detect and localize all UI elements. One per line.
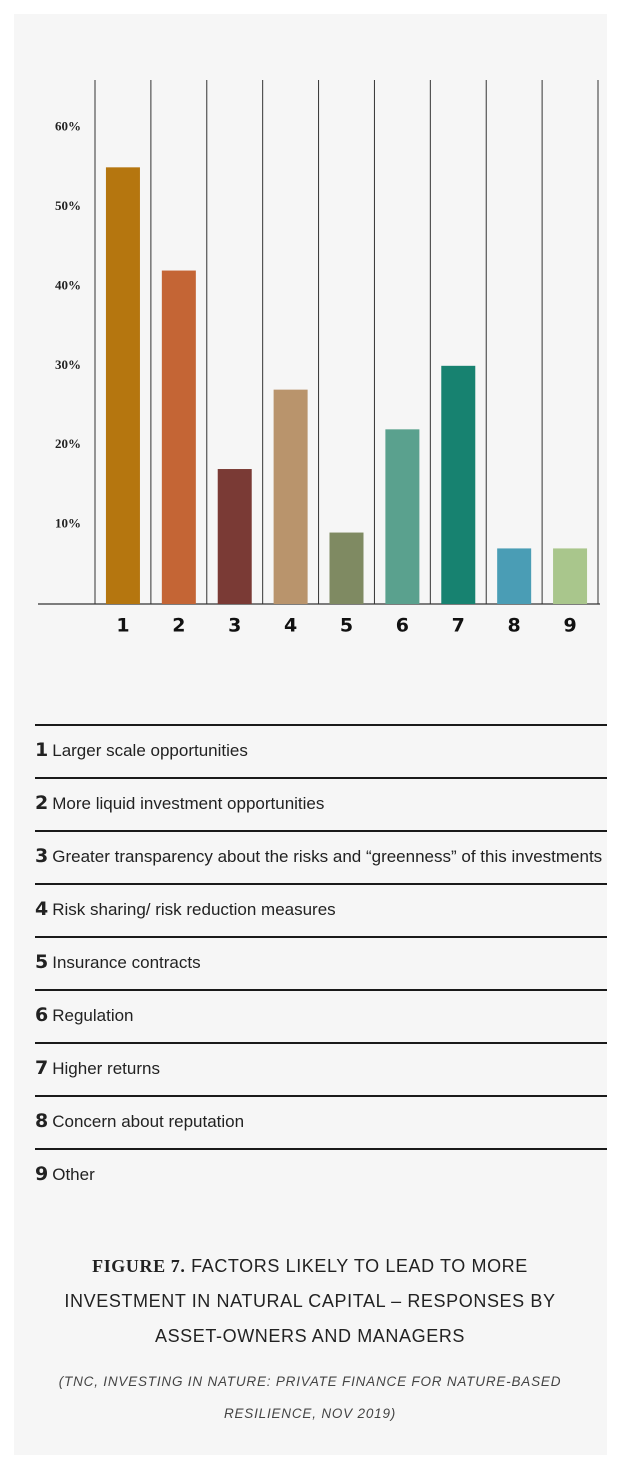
bar bbox=[385, 429, 420, 604]
figure-label: FIGURE 7. bbox=[92, 1256, 186, 1276]
x-tick-label: 4 bbox=[284, 615, 297, 637]
legend: 1 Larger scale opportunities 2 More liquid … bbox=[35, 724, 607, 1186]
y-tick-label: 20% bbox=[55, 436, 81, 451]
legend-item: 6 Regulation bbox=[35, 989, 607, 1042]
legend-item: 8 Concern about reputation bbox=[35, 1095, 607, 1148]
legend-number: 4 bbox=[35, 898, 49, 920]
legend-item: 1 Larger scale opportunities bbox=[35, 724, 607, 777]
legend-number: 5 bbox=[35, 951, 49, 973]
y-tick-label: 30% bbox=[55, 357, 81, 372]
legend-label: Larger scale opportunities bbox=[52, 741, 248, 760]
bar bbox=[161, 270, 196, 604]
legend-item: 2 More liquid investment opportunities bbox=[35, 777, 607, 830]
y-tick-label: 50% bbox=[55, 198, 81, 213]
bar bbox=[441, 365, 476, 604]
legend-item: 9 Other bbox=[35, 1148, 607, 1186]
legend-number: 3 bbox=[35, 845, 49, 867]
chart: 10% 20% 30% 40% 50% 60% 1 2 3 4 5 6 7 8 9 bbox=[38, 80, 600, 637]
legend-label: Insurance contracts bbox=[52, 953, 201, 972]
bar bbox=[329, 532, 364, 604]
x-tick-label: 1 bbox=[116, 615, 129, 637]
legend-label: Other bbox=[52, 1165, 95, 1184]
legend-item: 7 Higher returns bbox=[35, 1042, 607, 1095]
legend-number: 6 bbox=[35, 1004, 49, 1026]
y-tick-label: 40% bbox=[55, 277, 81, 292]
caption-text: FACTORS LIKELY TO LEAD TO MORE INVESTMEN… bbox=[64, 1256, 556, 1346]
x-tick-label: 8 bbox=[508, 615, 521, 637]
legend-number: 9 bbox=[35, 1163, 49, 1185]
legend-label: Regulation bbox=[52, 1006, 134, 1025]
bar bbox=[553, 548, 588, 604]
legend-label: Higher returns bbox=[52, 1059, 160, 1078]
legend-item: 3 Greater transparency about the risks an… bbox=[35, 830, 607, 883]
legend-label: Concern about reputation bbox=[52, 1112, 245, 1131]
bar bbox=[105, 167, 140, 605]
legend-number: 7 bbox=[35, 1057, 49, 1079]
x-tick-label: 3 bbox=[228, 615, 241, 637]
x-tick-label: 2 bbox=[172, 615, 185, 637]
y-tick-label: 60% bbox=[55, 119, 81, 134]
x-tick-label: 7 bbox=[452, 615, 465, 637]
caption: FIGURE 7. FACTORS LIKELY TO LEAD TO MORE… bbox=[40, 1249, 580, 1354]
legend-label: Greater transparency about the risks and… bbox=[52, 847, 603, 866]
bar bbox=[497, 548, 532, 604]
x-tick-label: 6 bbox=[396, 615, 409, 637]
bar bbox=[273, 389, 308, 604]
legend-number: 8 bbox=[35, 1110, 49, 1132]
legend-label: Risk sharing/ risk reduction measures bbox=[52, 900, 336, 919]
source: (TNC, INVESTING IN NATURE: PRIVATE FINAN… bbox=[58, 1374, 562, 1421]
bar bbox=[217, 469, 252, 604]
legend-item: 4 Risk sharing/ risk reduction measures bbox=[35, 883, 607, 936]
legend-label: More liquid investment opportunities bbox=[52, 794, 325, 813]
legend-number: 2 bbox=[35, 792, 49, 814]
legend-number: 1 bbox=[35, 739, 49, 761]
legend-item: 5 Insurance contracts bbox=[35, 936, 607, 989]
y-tick-label: 10% bbox=[55, 516, 81, 531]
x-tick-label: 5 bbox=[340, 615, 353, 637]
x-tick-label: 9 bbox=[563, 615, 576, 637]
